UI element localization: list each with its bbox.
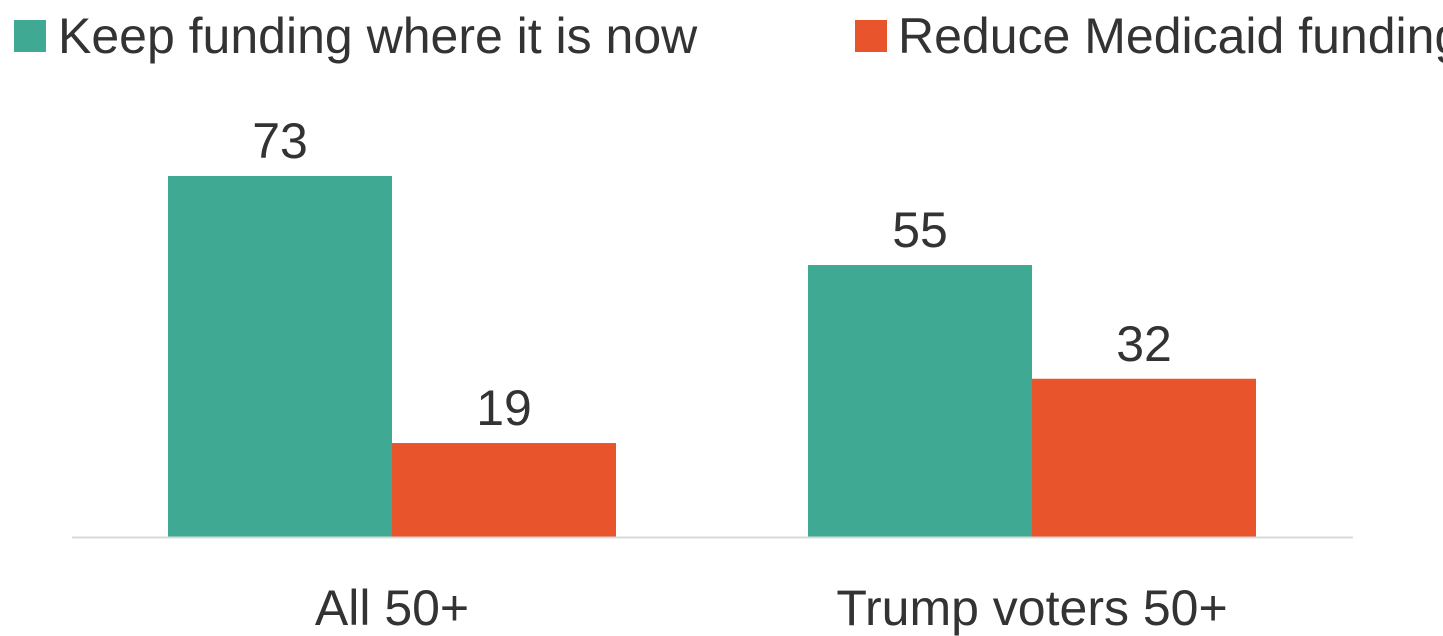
legend-swatch-2 — [855, 20, 887, 52]
data-label-2-1: 55 — [892, 202, 948, 258]
data-labels: 73 19 55 32 — [252, 113, 1172, 436]
bars — [168, 176, 1256, 537]
category-labels: All 50+ Trump voters 50+ — [315, 580, 1228, 636]
bar-2-1 — [808, 265, 1032, 537]
bar-1-1 — [168, 176, 392, 537]
legend-label-1: Keep funding where it is now — [58, 8, 698, 64]
legend-swatch-1 — [14, 20, 46, 52]
bar-2-2 — [1032, 378, 1256, 537]
category-label-2: Trump voters 50+ — [836, 580, 1227, 636]
data-label-1-2: 19 — [476, 380, 532, 436]
legend: Keep funding where it is now Reduce Medic… — [14, 8, 1443, 64]
bar-1-2 — [392, 443, 616, 537]
legend-label-2: Reduce Medicaid funding — [898, 8, 1443, 64]
category-label-1: All 50+ — [315, 580, 469, 636]
data-label-1-1: 73 — [252, 113, 308, 169]
data-label-2-2: 32 — [1116, 316, 1172, 372]
